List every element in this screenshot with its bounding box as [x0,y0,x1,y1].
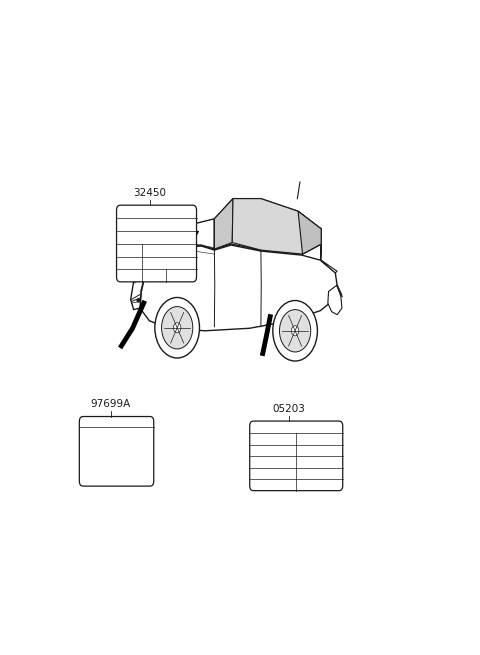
Text: 97699A: 97699A [90,400,131,409]
Polygon shape [321,244,337,272]
FancyBboxPatch shape [250,421,343,491]
Polygon shape [298,212,321,254]
FancyBboxPatch shape [117,205,196,282]
Circle shape [155,297,200,358]
Text: 32450: 32450 [133,188,167,198]
Polygon shape [328,286,342,314]
Polygon shape [145,219,215,272]
Text: 05203: 05203 [272,404,305,414]
Circle shape [291,326,299,336]
Circle shape [173,323,181,333]
Polygon shape [182,261,194,269]
Polygon shape [215,198,233,249]
Polygon shape [232,198,321,254]
Polygon shape [215,198,321,254]
Polygon shape [131,272,145,310]
Circle shape [273,301,317,361]
FancyBboxPatch shape [79,417,154,486]
Circle shape [162,307,193,349]
Polygon shape [140,245,337,331]
Circle shape [279,310,311,352]
